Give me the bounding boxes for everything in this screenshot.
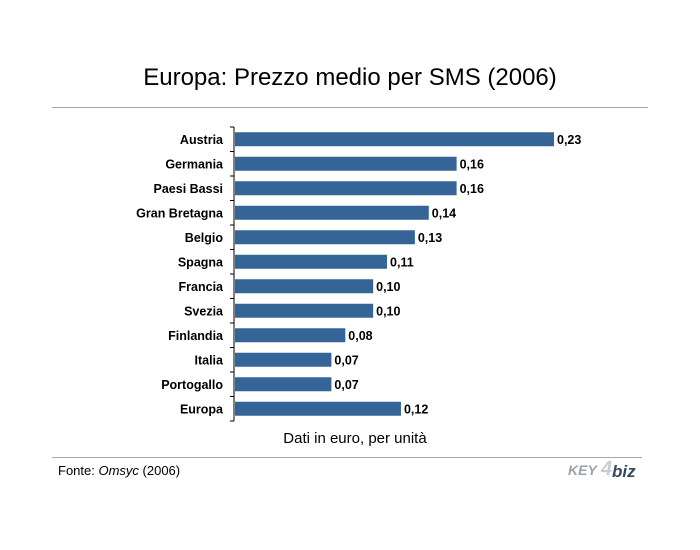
value-label: 0,07 <box>334 378 358 392</box>
bar <box>235 401 401 416</box>
logo-key-text: KEY <box>568 462 597 478</box>
value-label: 0,10 <box>376 280 400 294</box>
chart-title: Europa: Prezzo medio per SMS (2006) <box>143 64 557 91</box>
key4biz-logo: KEY 4 biz <box>568 458 644 482</box>
value-label: 0,16 <box>460 182 484 196</box>
bar <box>235 230 415 245</box>
bar <box>235 352 332 367</box>
value-label: 0,23 <box>557 133 581 147</box>
bar-chart: Austria 0,23 Germania 0,16 Paesi Bassi 0,16 Gr… <box>136 126 581 422</box>
source-name: Omsyc <box>98 463 139 478</box>
bar <box>235 205 429 220</box>
category-label: Paesi Bassi <box>154 182 224 196</box>
bar <box>235 132 554 147</box>
category-label: Finlandia <box>168 329 224 343</box>
category-label: Portogallo <box>161 378 223 392</box>
category-label: Gran Bretagna <box>136 206 224 220</box>
logo-four-text: 4 <box>601 458 613 480</box>
category-label: Germania <box>165 157 224 171</box>
category-label: Belgio <box>185 231 224 245</box>
category-label: Svezia <box>184 304 224 318</box>
axis-caption: Dati in euro, per unità <box>283 430 427 447</box>
category-label: Italia <box>195 353 225 367</box>
source-suffix: (2006) <box>138 463 181 478</box>
source-note: Fonte: Omsyc (2006) <box>58 463 180 478</box>
category-label: Austria <box>180 133 224 147</box>
category-label: Europa <box>180 402 224 416</box>
top-divider <box>52 107 648 108</box>
category-label: Spagna <box>178 255 224 269</box>
bottom-divider <box>52 457 642 458</box>
value-label: 0,14 <box>432 206 456 220</box>
value-label: 0,10 <box>376 304 400 318</box>
value-label: 0,16 <box>460 157 484 171</box>
source-prefix: Fonte: <box>58 463 99 478</box>
value-label: 0,11 <box>390 255 414 269</box>
value-label: 0,12 <box>404 402 428 416</box>
category-label: Francia <box>179 280 225 294</box>
value-label: 0,07 <box>334 353 358 367</box>
logo-biz-text: biz <box>612 462 636 481</box>
bar <box>235 181 457 196</box>
bar <box>235 377 332 392</box>
value-label: 0,08 <box>348 329 372 343</box>
bar <box>235 254 388 269</box>
bar <box>235 328 346 343</box>
bar <box>235 156 457 171</box>
value-label: 0,13 <box>418 231 442 245</box>
bar <box>235 303 374 318</box>
bar <box>235 279 374 294</box>
